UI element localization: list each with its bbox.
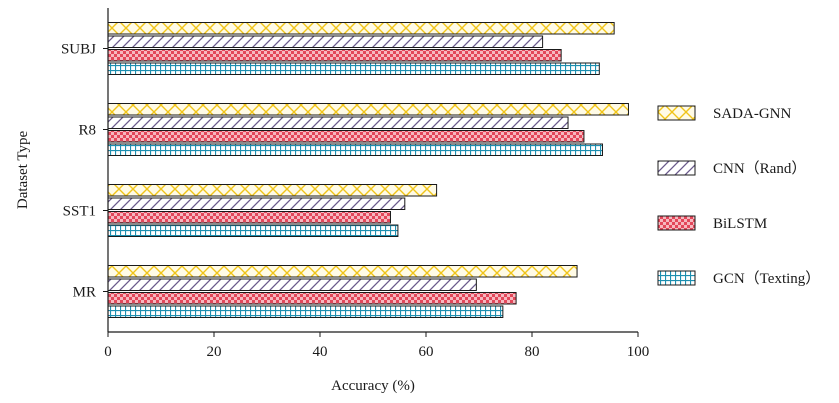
- x-tick-label: 100: [627, 344, 650, 360]
- bar-sst1-series-4: [107, 224, 399, 237]
- legend-item: CNN（Rand）: [657, 160, 806, 177]
- x-tick-label: 80: [525, 344, 540, 360]
- y-tick-label: SST1: [63, 204, 96, 220]
- bar-r8-series-1: [107, 103, 629, 116]
- bar-mr-series-2: [107, 278, 477, 291]
- bar-sst1-series-3: [107, 211, 391, 224]
- bar-subj-series-2: [107, 35, 544, 48]
- plot-area: [107, 22, 629, 318]
- bar-r8-series-3: [107, 130, 585, 143]
- legend: SADA-GNN CNN（Rand） BiLSTM GCN（Texting）: [657, 105, 820, 287]
- bar-r8-series-4: [107, 143, 603, 156]
- bar-subj-series-3: [107, 49, 562, 62]
- legend-swatch: [657, 215, 696, 231]
- bar-subj-series-1: [107, 22, 615, 35]
- bar-mr-series-3: [107, 292, 517, 305]
- legend-label: BiLSTM: [713, 216, 767, 232]
- legend-item: BiLSTM: [657, 215, 767, 232]
- bar-sst1-series-2: [107, 197, 406, 210]
- legend-swatch: [657, 105, 696, 121]
- legend-label: GCN（Texting）: [713, 270, 820, 287]
- y-tick-label: R8: [78, 123, 96, 139]
- x-tick-label: 40: [313, 344, 328, 360]
- legend-label: CNN（Rand）: [713, 160, 806, 177]
- legend-label: SADA-GNN: [713, 106, 792, 122]
- y-tick-label: SUBJ: [61, 42, 96, 58]
- legend-item: GCN（Texting）: [657, 270, 820, 287]
- x-axis-title: Accuracy (%): [331, 378, 415, 394]
- x-tick-label: 60: [419, 344, 434, 360]
- y-axis-title: Dataset Type: [15, 131, 31, 210]
- legend-item: SADA-GNN: [657, 105, 792, 122]
- x-tick-label: 0: [104, 344, 112, 360]
- bar-subj-series-4: [107, 62, 600, 75]
- x-tick-label: 20: [207, 344, 222, 360]
- bar-mr-series-1: [107, 265, 578, 278]
- y-tick-label: MR: [73, 285, 96, 301]
- legend-swatch: [657, 270, 696, 286]
- bar-r8-series-2: [107, 116, 569, 129]
- legend-swatch: [657, 160, 696, 176]
- bar-sst1-series-1: [107, 184, 438, 197]
- bar-mr-series-4: [107, 305, 504, 318]
- axes: MR SST1 R8 SUBJ 0 20 40 60 80 100 Accuracy (%) Data…: [15, 8, 649, 394]
